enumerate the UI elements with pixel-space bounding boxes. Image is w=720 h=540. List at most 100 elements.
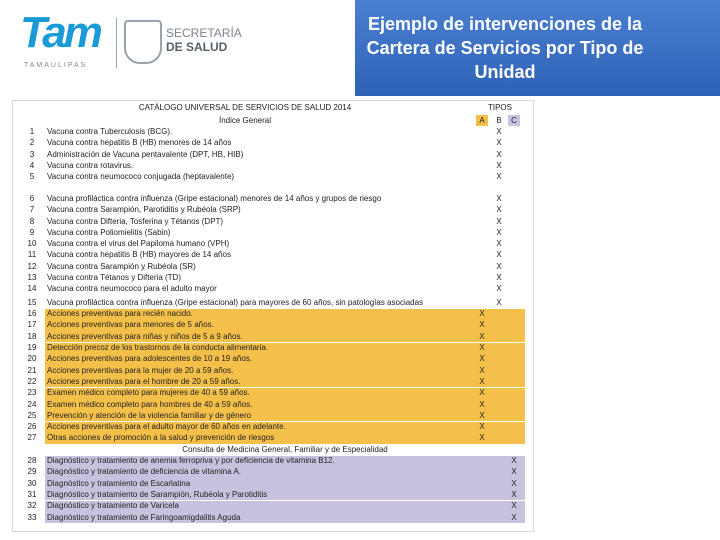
service-name: Administración de Vacuna pentavalente (D…	[47, 149, 244, 159]
row-number: 33	[27, 512, 37, 522]
service-name: Diagnóstico y tratamiento de Escarlatina	[47, 478, 191, 488]
type-mark: X	[479, 365, 485, 375]
service-name: Vacuna profiláctica contra influenza (Gr…	[47, 297, 424, 307]
row-band	[45, 319, 525, 331]
type-mark: X	[496, 297, 502, 307]
row-band	[45, 478, 525, 490]
service-name: Acciones preventivas para niñas y niños …	[47, 331, 243, 341]
row-number: 29	[27, 467, 37, 477]
row-band	[45, 489, 525, 501]
row-band	[45, 455, 525, 467]
row-band	[45, 387, 525, 399]
type-mark: X	[479, 376, 485, 386]
row-number: 31	[27, 489, 37, 499]
column-header: A	[476, 115, 488, 126]
type-mark: X	[496, 205, 502, 215]
logo-subtitle: TAMAULIPAS	[24, 62, 88, 69]
type-mark: X	[479, 399, 485, 409]
types-label: TIPOS	[487, 103, 512, 112]
service-name: Vacuna contra el virus del Papiloma huma…	[47, 239, 230, 249]
row-number: 18	[27, 331, 37, 341]
service-name: Vacuna contra rotavirus.	[47, 160, 134, 170]
service-name: Prevención y atención de la violencia fa…	[47, 410, 252, 420]
row-number: 32	[27, 501, 37, 511]
type-mark: X	[511, 512, 517, 522]
service-name: Diagnóstico y tratamiento de Faringoamig…	[47, 512, 241, 522]
row-number: 3	[29, 149, 35, 159]
row-band	[45, 512, 525, 523]
row-number: 6	[29, 193, 35, 203]
type-mark: X	[511, 501, 517, 511]
type-mark: X	[479, 410, 485, 420]
header-band	[355, 0, 720, 96]
type-mark: X	[479, 433, 485, 443]
type-mark: X	[511, 489, 517, 499]
service-name: Examen médico completo para hombres de 4…	[47, 399, 253, 409]
table-title: CATÁLOGO UNIVERSAL DE SERVICIOS DE SALUD…	[138, 103, 352, 112]
type-mark: X	[479, 422, 485, 432]
row-band	[45, 365, 525, 377]
service-name: Acciones preventivas para el hombre de 2…	[47, 376, 241, 386]
service-name: Otras acciones de promoción a la salud y…	[47, 433, 275, 443]
row-band	[45, 376, 525, 388]
type-mark: X	[496, 216, 502, 226]
service-name: Detección precoz de los trastornos de la…	[47, 343, 269, 352]
row-number: 23	[27, 388, 37, 398]
type-mark: X	[479, 354, 485, 364]
service-name: Examen médico completo para mujeres de 4…	[47, 388, 250, 398]
type-mark: X	[479, 388, 485, 398]
row-number: 13	[27, 273, 37, 282]
row-number: 17	[27, 320, 37, 330]
service-name: Vacuna contra neumococo para el adulto m…	[47, 284, 217, 294]
service-name: Acciones preventivas para el adulto mayo…	[47, 422, 286, 432]
row-number: 16	[27, 309, 37, 319]
service-name: Acciones preventivas para adolescentes d…	[47, 354, 253, 364]
type-mark: X	[479, 331, 485, 341]
type-mark: X	[496, 127, 502, 136]
service-name: Vacuna contra hepatitis B (HB) menores d…	[47, 138, 232, 148]
type-mark: X	[511, 467, 517, 477]
service-name: Vacuna contra Tétanos y Difteria (TD)	[47, 273, 181, 282]
type-mark: X	[496, 273, 502, 282]
agency-name: SECRETARÍA	[166, 26, 242, 40]
row-band	[45, 432, 525, 444]
type-mark: X	[496, 193, 502, 203]
row-band	[45, 399, 525, 410]
row-band	[45, 466, 525, 478]
row-band	[45, 308, 525, 320]
row-number: 22	[27, 376, 37, 386]
row-number: 15	[27, 297, 37, 307]
service-name: Vacuna contra Difteria, Tosferina y Téta…	[47, 216, 224, 226]
row-number: 11	[27, 250, 37, 260]
row-number: 28	[27, 456, 37, 465]
service-name: Diagnóstico y tratamiento de deficiencia…	[47, 467, 241, 477]
service-name: Vacuna contra Tuberculosis (BCG).	[47, 127, 173, 136]
row-number: 14	[27, 284, 37, 294]
row-number: 30	[27, 478, 37, 488]
type-mark: X	[479, 309, 485, 319]
type-mark: X	[511, 478, 517, 488]
service-name: Acciones preventivas para recién nacido.	[47, 309, 193, 319]
service-name: Vacuna profiláctica contra influenza (Gr…	[47, 193, 382, 203]
row-number: 8	[29, 216, 35, 226]
row-number: 10	[27, 239, 37, 249]
service-name: Vacuna contra hepatitis B (HB) mayores d…	[47, 250, 231, 260]
row-number: 20	[27, 354, 37, 364]
row-number: 9	[29, 227, 35, 237]
row-band	[45, 410, 525, 422]
row-band	[45, 500, 525, 512]
type-mark: X	[496, 250, 502, 260]
table-subtitle: Índice General	[218, 116, 272, 125]
service-name: Diagnóstico y tratamiento de anemia ferr…	[47, 456, 335, 465]
row-number: 7	[29, 205, 35, 215]
service-name: Vacuna contra Sarampión y Rubéola (SR)	[47, 261, 196, 271]
coat-of-arms	[124, 20, 162, 64]
service-name: Vacuna contra Sarampión, Parotiditis y R…	[47, 205, 241, 215]
row-band	[45, 421, 525, 433]
row-number: 26	[27, 422, 37, 432]
type-mark: X	[496, 284, 502, 294]
agency-name: DE SALUD	[166, 40, 228, 54]
row-band	[45, 342, 525, 354]
service-name: Diagnóstico y tratamiento de Varicela	[47, 501, 179, 511]
row-number: 12	[27, 261, 37, 271]
